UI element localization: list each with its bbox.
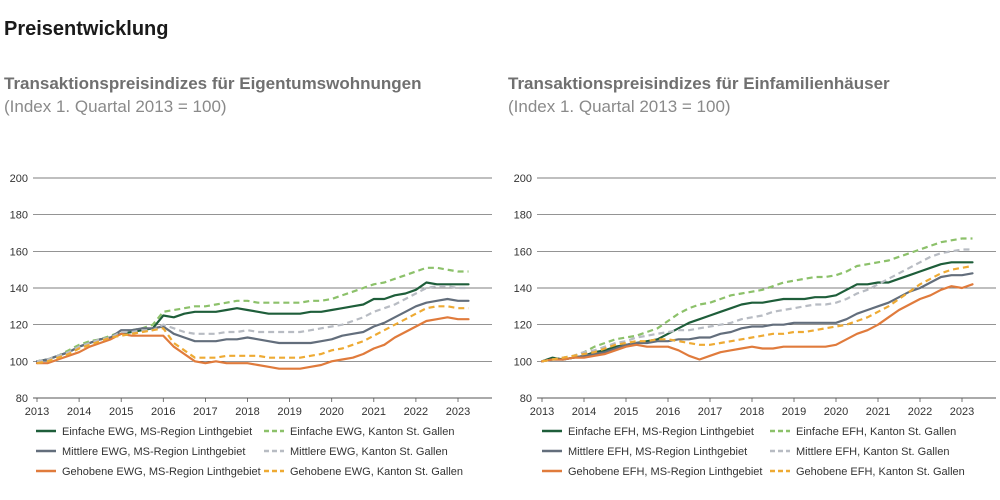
y-tick-label: 200 <box>10 173 28 185</box>
legend-label: Einfache EFH, MS-Region Linthgebiet <box>568 426 754 438</box>
x-tick-label: 2017 <box>698 406 722 418</box>
series-line <box>541 248 973 363</box>
y-tick-label: 80 <box>520 393 532 405</box>
series-line <box>540 261 974 363</box>
legend-label: Mittlere EWG, MS-Region Linthgebiet <box>62 446 245 458</box>
legend-label: Gehobene EWG, MS-Region Linthgebiet <box>62 466 261 478</box>
legend-label: Einfache EFH, Kanton St. Gallen <box>796 426 956 438</box>
y-tick-label: 140 <box>514 283 532 295</box>
x-tick-label: 2015 <box>109 406 133 418</box>
series-line <box>36 305 469 365</box>
legend-label: Einfache EWG, MS-Region Linthgebiet <box>62 426 252 438</box>
legend-label: Gehobene EFH, MS-Region Linthgebiet <box>568 466 762 478</box>
x-tick-label: 2020 <box>824 406 848 418</box>
y-tick-label: 160 <box>514 246 532 258</box>
x-tick-label: 2018 <box>740 406 764 418</box>
y-tick-label: 200 <box>514 173 532 185</box>
legend-label: Gehobene EFH, Kanton St. Gallen <box>796 466 965 478</box>
x-tick-label: 2013 <box>25 406 49 418</box>
x-tick-label: 2020 <box>319 406 343 418</box>
series-line <box>35 316 470 370</box>
x-tick-label: 2013 <box>530 406 554 418</box>
x-tick-label: 2016 <box>151 406 175 418</box>
x-tick-label: 2021 <box>866 406 890 418</box>
y-tick-label: 180 <box>514 210 532 222</box>
chart-ewg: 80 100 120 140 160 180 200 2013 2014 2015 2016 2017… <box>10 173 492 478</box>
series-line <box>35 297 470 363</box>
y-tick-label: 120 <box>10 320 28 332</box>
x-tick-label: 2015 <box>614 406 638 418</box>
y-tick-label: 80 <box>16 393 28 405</box>
x-tick-label: 2022 <box>404 406 428 418</box>
x-tick-label: 2023 <box>446 406 470 418</box>
y-tick-label: 120 <box>514 320 532 332</box>
series-line <box>540 272 974 363</box>
x-tick-label: 2016 <box>656 406 680 418</box>
legend-label: Mittlere EFH, Kanton St. Gallen <box>796 446 949 458</box>
y-tick-label: 100 <box>10 356 28 368</box>
chart-title-efh: Transaktionspreisindizes für Einfamilien… <box>508 74 890 93</box>
chart-subtitle-efh: (Index 1. Quartal 2013 = 100) <box>508 97 731 116</box>
chart-title-ewg: Transaktionspreisindizes für Eigentumswo… <box>4 74 422 93</box>
x-tick-label: 2014 <box>572 406 596 418</box>
legend-label: Mittlere EWG, Kanton St. Gallen <box>290 446 448 458</box>
series-line <box>541 237 973 363</box>
legend-label: Mittlere EFH, MS-Region Linthgebiet <box>568 446 747 458</box>
x-tick-label: 2018 <box>235 406 259 418</box>
x-tick-label: 2023 <box>950 406 974 418</box>
y-tick-label: 100 <box>514 356 532 368</box>
x-tick-label: 2022 <box>908 406 932 418</box>
y-tick-label: 160 <box>10 246 28 258</box>
y-tick-label: 140 <box>10 283 28 295</box>
chart-subtitle-ewg: (Index 1. Quartal 2013 = 100) <box>4 97 227 116</box>
x-tick-label: 2019 <box>782 406 806 418</box>
series-line <box>541 264 973 363</box>
legend-label: Einfache EWG, Kanton St. Gallen <box>290 426 454 438</box>
page-title: Preisentwicklung <box>4 18 169 40</box>
series-line <box>36 285 469 363</box>
x-tick-label: 2019 <box>277 406 301 418</box>
x-tick-label: 2021 <box>362 406 386 418</box>
y-tick-label: 180 <box>10 210 28 222</box>
x-tick-label: 2017 <box>193 406 217 418</box>
x-tick-label: 2014 <box>67 406 91 418</box>
series-line <box>540 283 974 363</box>
legend-label: Gehobene EWG, Kanton St. Gallen <box>290 466 463 478</box>
